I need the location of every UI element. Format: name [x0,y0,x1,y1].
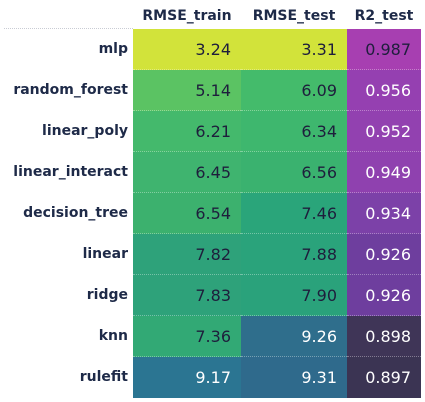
row-label: linear_poly [42,123,128,139]
heatmap-cell: 6.21 [133,110,241,152]
heatmap-cell: 0.987 [347,28,421,70]
table-row: linear 7.82 7.88 0.926 [4,233,421,275]
heatmap-cell: 9.26 [241,315,347,357]
heatmap-cell: 0.898 [347,315,421,357]
heatmap-cell: 9.31 [241,356,347,398]
row-label: linear_interact [13,164,128,180]
table-row: decision_tree 6.54 7.46 0.934 [4,192,421,234]
row-label: random_forest [13,82,128,98]
heatmap-body: mlp 3.24 3.31 0.987 random_forest 5.14 6.09 0.9… [4,28,421,398]
column-header: RMSE_train [142,8,232,24]
table-row: rulefit 9.17 9.31 0.897 [4,356,421,398]
heatmap-cell: 7.36 [133,315,241,357]
heatmap-cell: 0.956 [347,69,421,111]
corner-cell [4,4,133,29]
heatmap-cell: 0.926 [347,274,421,316]
heatmap-cell: 7.46 [241,192,347,234]
heatmap-cell: 0.952 [347,110,421,152]
heatmap-cell: 0.897 [347,356,421,398]
heatmap-cell: 6.56 [241,151,347,193]
row-label: linear [82,246,128,262]
heatmap-cell: 7.82 [133,233,241,275]
heatmap-cell: 0.934 [347,192,421,234]
heatmap-cell: 7.88 [241,233,347,275]
heatmap-cell: 0.949 [347,151,421,193]
header-row: RMSE_train RMSE_test R2_test [4,4,421,29]
row-label: mlp [98,41,128,57]
heatmap-cell: 7.83 [133,274,241,316]
row-label: ridge [86,287,128,303]
table-row: knn 7.36 9.26 0.898 [4,315,421,357]
table-row: mlp 3.24 3.31 0.987 [4,28,421,70]
row-label: rulefit [79,369,128,386]
row-label: decision_tree [23,205,128,221]
heatmap-cell: 6.09 [241,69,347,111]
heatmap-cell: 3.24 [133,28,241,70]
heatmap-cell: 0.926 [347,233,421,275]
table-row: random_forest 5.14 6.09 0.956 [4,69,421,111]
heatmap-cell: 7.90 [241,274,347,316]
column-header: R2_test [354,8,414,24]
table-row: linear_interact 6.45 6.56 0.949 [4,151,421,193]
column-header: RMSE_test [252,8,336,24]
heatmap-cell: 9.17 [133,356,241,398]
table-row: linear_poly 6.21 6.34 0.952 [4,110,421,152]
heatmap-cell: 6.54 [133,192,241,234]
heatmap-cell: 6.45 [133,151,241,193]
heatmap-cell: 3.31 [241,28,347,70]
results-heatmap-table: RMSE_train RMSE_test R2_test mlp 3.24 3.31… [4,4,421,398]
row-label: knn [98,328,128,344]
heatmap-cell: 6.34 [241,110,347,152]
table-row: ridge 7.83 7.90 0.926 [4,274,421,316]
heatmap-cell: 5.14 [133,69,241,111]
